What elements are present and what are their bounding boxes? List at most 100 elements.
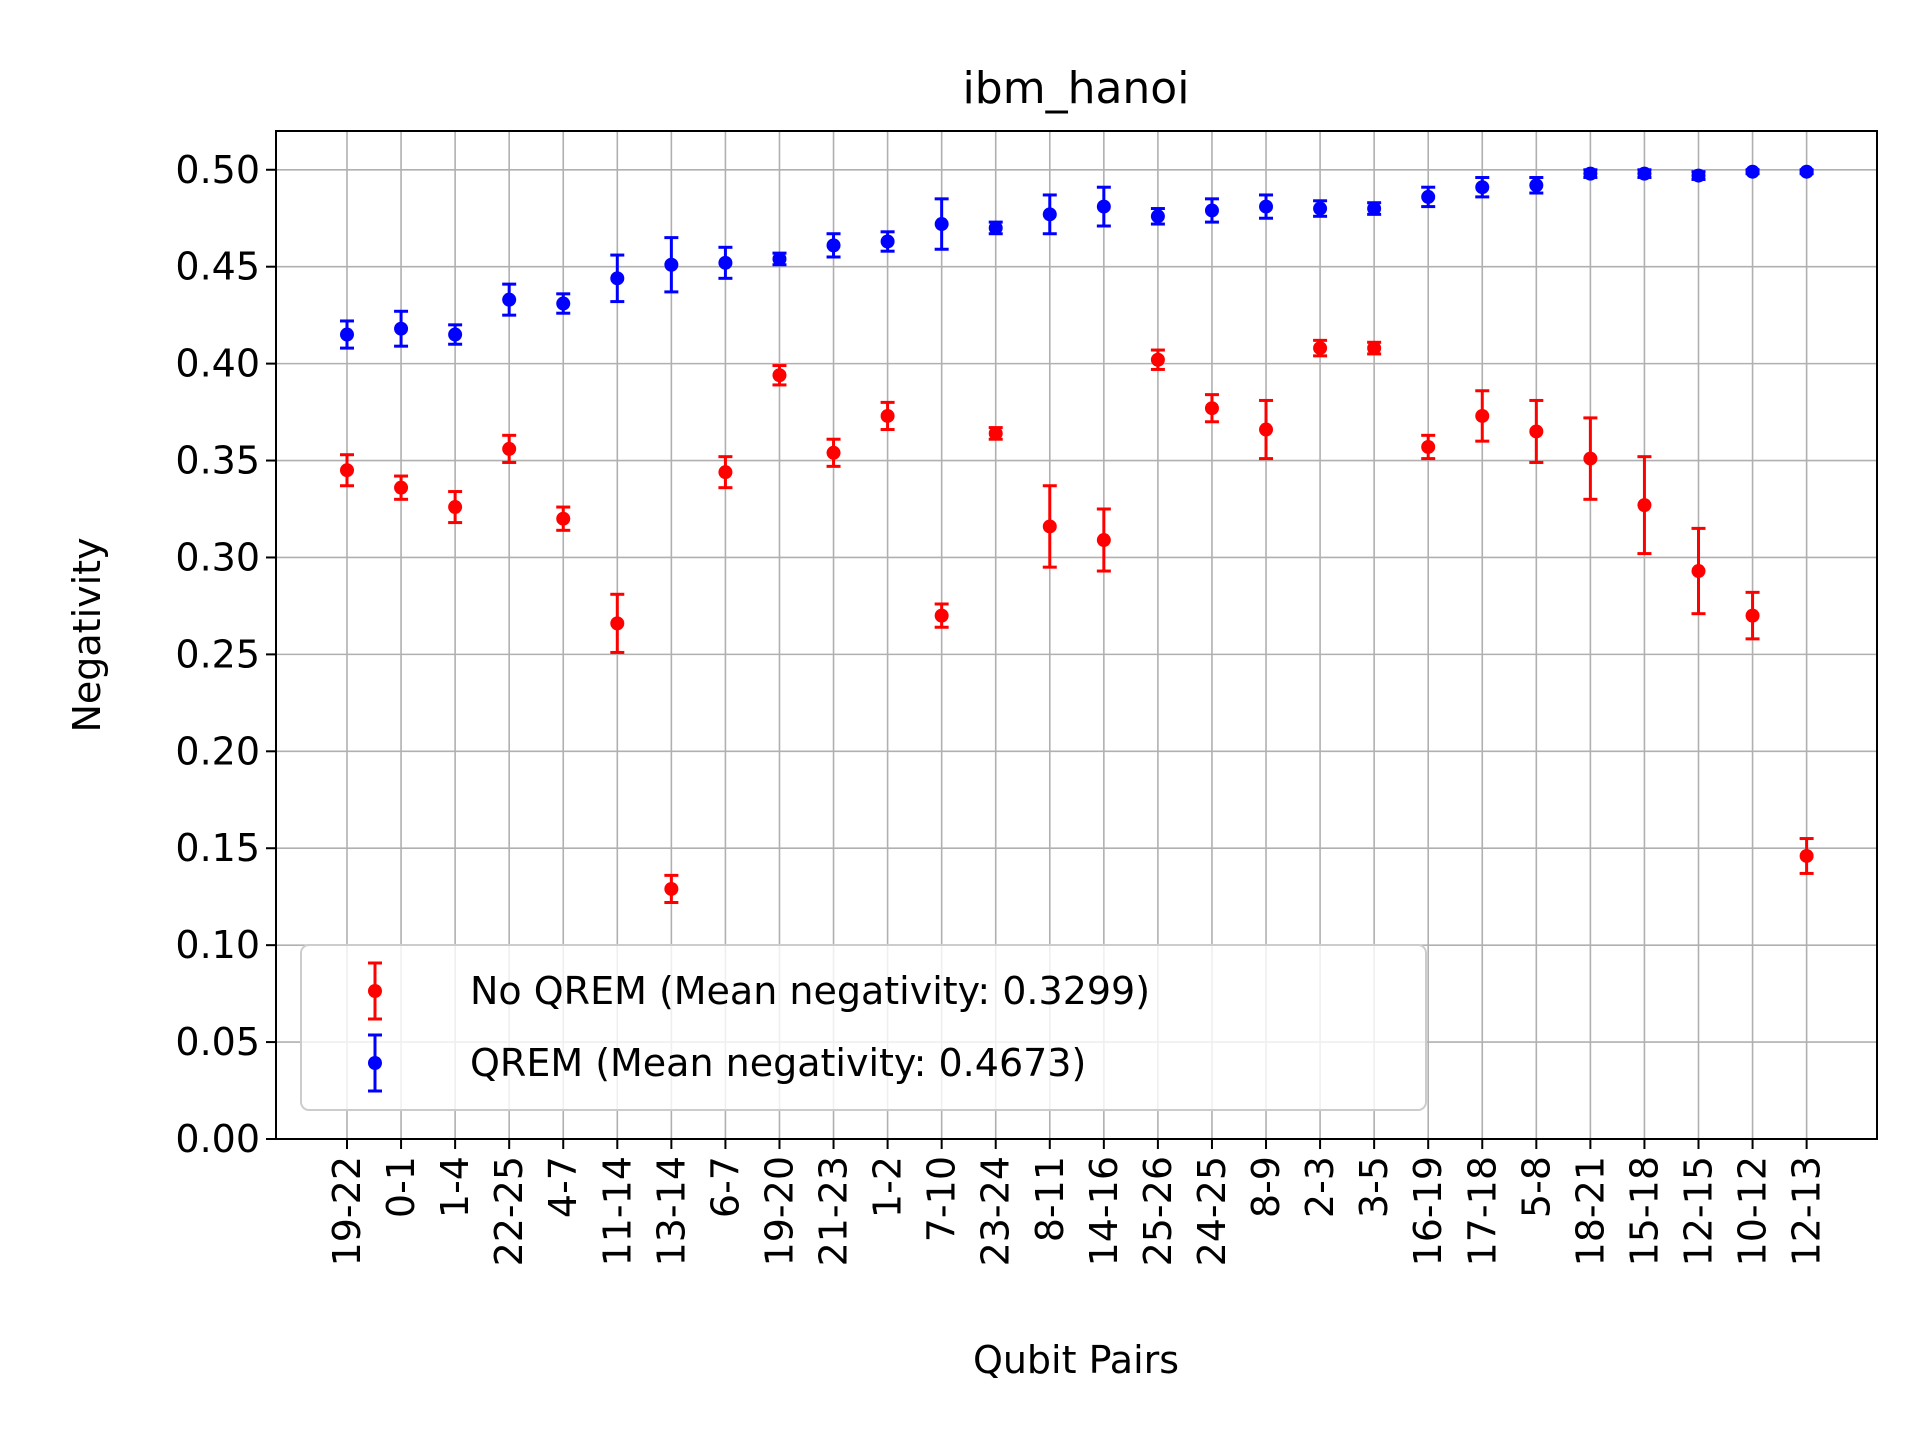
data-point [1691,564,1706,579]
series-layer [340,164,1814,905]
y-tick-label: 0.05 [175,1020,260,1064]
data-point [502,292,517,307]
x-tick-label: 25-26 [1136,1156,1180,1266]
x-tick-label: 3-5 [1352,1156,1396,1218]
x-tick-label: 2-3 [1298,1156,1342,1218]
data-point [1367,201,1382,216]
data-point [1799,164,1814,179]
legend-label: No QREM (Mean negativity: 0.3299) [470,969,1150,1013]
data-point [664,881,679,896]
x-tick-label: 12-15 [1677,1156,1721,1266]
x-tick-label: 18-21 [1568,1156,1612,1266]
data-point [772,251,787,266]
x-tick-label: 8-9 [1244,1156,1288,1218]
data-point [340,327,354,342]
data-point [772,368,787,383]
data-point [880,234,895,249]
x-tick-label: 13-14 [649,1156,693,1266]
legend-marker [368,1056,382,1070]
y-axis-label: Negativity [65,537,109,732]
x-tick-label: 5-8 [1514,1156,1558,1218]
data-point [1475,180,1490,195]
legend-entry-0: No QREM (Mean negativity: 0.3299) [368,961,1150,1021]
data-point [502,441,517,456]
x-tick-label: 24-25 [1190,1156,1234,1266]
data-point [1259,199,1274,214]
y-tick-label: 0.45 [175,245,260,289]
data-point [1367,341,1382,356]
data-point [1583,166,1598,181]
data-point [1475,408,1490,423]
data-point [556,511,571,526]
x-tick-label: 16-19 [1406,1156,1450,1266]
x-tick-label: 6-7 [703,1156,747,1218]
y-axis-ticks: 0.00 0.05 0.10 0.15 0.20 0.25 0.30 0.35 0.40 0.45… [175,148,276,1161]
data-point [1096,533,1111,548]
data-point [1042,207,1057,222]
data-point [826,238,841,253]
data-point [1313,341,1328,356]
y-tick-label: 0.20 [175,729,260,773]
y-tick-label: 0.25 [175,632,260,676]
x-tick-label: 4-7 [541,1156,585,1218]
x-tick-label: 19-22 [325,1156,369,1266]
y-tick-label: 0.35 [175,439,260,483]
data-point [448,500,463,515]
x-tick-label: 7-10 [920,1156,964,1242]
data-point [394,480,409,495]
y-tick-label: 0.15 [175,826,260,870]
data-point [1042,519,1057,534]
x-tick-label: 14-16 [1082,1156,1126,1266]
data-point [1150,352,1165,367]
data-point [826,445,841,460]
x-tick-label: 15-18 [1622,1156,1666,1266]
x-tick-label: 12-13 [1785,1156,1829,1266]
legend-marker [368,984,382,998]
legend: No QREM (Mean negativity: 0.3299) QREM (M… [300,944,1427,1111]
y-tick-label: 0.10 [175,923,260,967]
data-point [1529,424,1544,439]
data-point [1799,848,1814,863]
y-tick-label: 0.40 [175,342,260,386]
data-point [394,321,409,336]
x-tick-label: 8-11 [1028,1156,1072,1242]
series-0 [340,338,1814,905]
x-tick-label: 10-12 [1731,1156,1775,1266]
data-point [1745,608,1760,623]
data-point [340,463,354,478]
data-point [1421,189,1436,204]
x-tick-label: 11-14 [595,1156,639,1266]
data-point [1096,199,1111,214]
x-tick-label: 23-24 [974,1156,1018,1266]
data-point [1150,209,1165,224]
data-point [934,217,949,232]
y-tick-label: 0.00 [175,1117,260,1161]
data-point [988,220,1003,235]
x-tick-label: 22-25 [487,1156,531,1266]
data-point [1745,164,1760,179]
data-point [664,257,679,272]
data-point [1421,439,1436,454]
data-point [934,608,949,623]
data-point [988,426,1003,441]
data-point [1637,498,1652,513]
data-point [1204,401,1219,416]
data-point [610,616,625,631]
data-point [718,255,733,270]
data-point [448,327,463,342]
data-point [556,296,571,311]
data-point [1637,166,1652,181]
x-tick-label: 1-4 [433,1156,477,1218]
legend-box [300,944,1427,1111]
x-tick-label: 21-23 [812,1156,856,1266]
data-point [1259,422,1274,437]
data-point [880,408,895,423]
data-point [1691,168,1706,183]
data-point [610,271,625,286]
x-tick-label: 19-20 [757,1156,801,1266]
data-point [1313,201,1328,216]
chart-title: ibm_hanoi [963,63,1190,114]
y-tick-label: 0.30 [175,535,260,579]
